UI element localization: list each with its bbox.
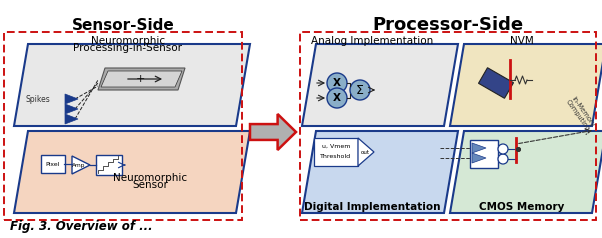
Text: out: out — [361, 149, 370, 154]
Polygon shape — [450, 44, 602, 126]
Text: Sensor: Sensor — [132, 180, 168, 190]
Text: Pixel: Pixel — [46, 162, 60, 167]
Circle shape — [498, 144, 508, 154]
Polygon shape — [14, 131, 250, 213]
Text: Processor-Side: Processor-Side — [373, 16, 524, 34]
Text: Σ: Σ — [356, 84, 364, 96]
Polygon shape — [65, 114, 78, 124]
FancyBboxPatch shape — [41, 155, 65, 173]
FancyBboxPatch shape — [314, 138, 358, 166]
Text: Neuromorphic: Neuromorphic — [91, 36, 165, 46]
Text: Sensor-Side: Sensor-Side — [72, 18, 175, 33]
Text: NVM: NVM — [510, 36, 534, 46]
Polygon shape — [302, 131, 458, 213]
Text: Neuromorphic: Neuromorphic — [113, 173, 187, 183]
Polygon shape — [472, 153, 486, 163]
Text: In-Memory
Computing: In-Memory Computing — [564, 94, 596, 132]
Polygon shape — [98, 68, 185, 90]
Polygon shape — [72, 156, 90, 174]
Polygon shape — [250, 114, 296, 150]
Polygon shape — [302, 44, 458, 126]
Polygon shape — [65, 94, 78, 104]
Polygon shape — [479, 68, 514, 98]
Circle shape — [327, 88, 347, 108]
Polygon shape — [450, 131, 602, 213]
Bar — [300, 32, 596, 220]
Text: +: + — [135, 74, 144, 84]
Circle shape — [498, 154, 508, 164]
Text: Spikes: Spikes — [25, 95, 50, 104]
Polygon shape — [358, 138, 374, 166]
Polygon shape — [101, 71, 182, 87]
Text: Processing-in-Sensor: Processing-in-Sensor — [73, 43, 182, 53]
Bar — [4, 32, 242, 220]
Text: X: X — [333, 78, 341, 88]
Text: X: X — [333, 93, 341, 103]
Text: Threshold: Threshold — [320, 154, 352, 159]
Circle shape — [350, 80, 370, 100]
Text: Digital Implementation: Digital Implementation — [304, 202, 440, 212]
Polygon shape — [14, 44, 250, 126]
Text: u, Vmem: u, Vmem — [322, 144, 350, 149]
FancyBboxPatch shape — [470, 140, 498, 168]
Circle shape — [327, 73, 347, 93]
Text: Amp: Amp — [72, 163, 85, 168]
Text: CMOS Memory: CMOS Memory — [479, 202, 565, 212]
Polygon shape — [65, 104, 78, 114]
FancyBboxPatch shape — [96, 155, 122, 175]
Text: Analog Implementation: Analog Implementation — [311, 36, 433, 46]
Polygon shape — [472, 143, 486, 153]
Text: Fig. 3. Overview of ...: Fig. 3. Overview of ... — [10, 220, 153, 233]
